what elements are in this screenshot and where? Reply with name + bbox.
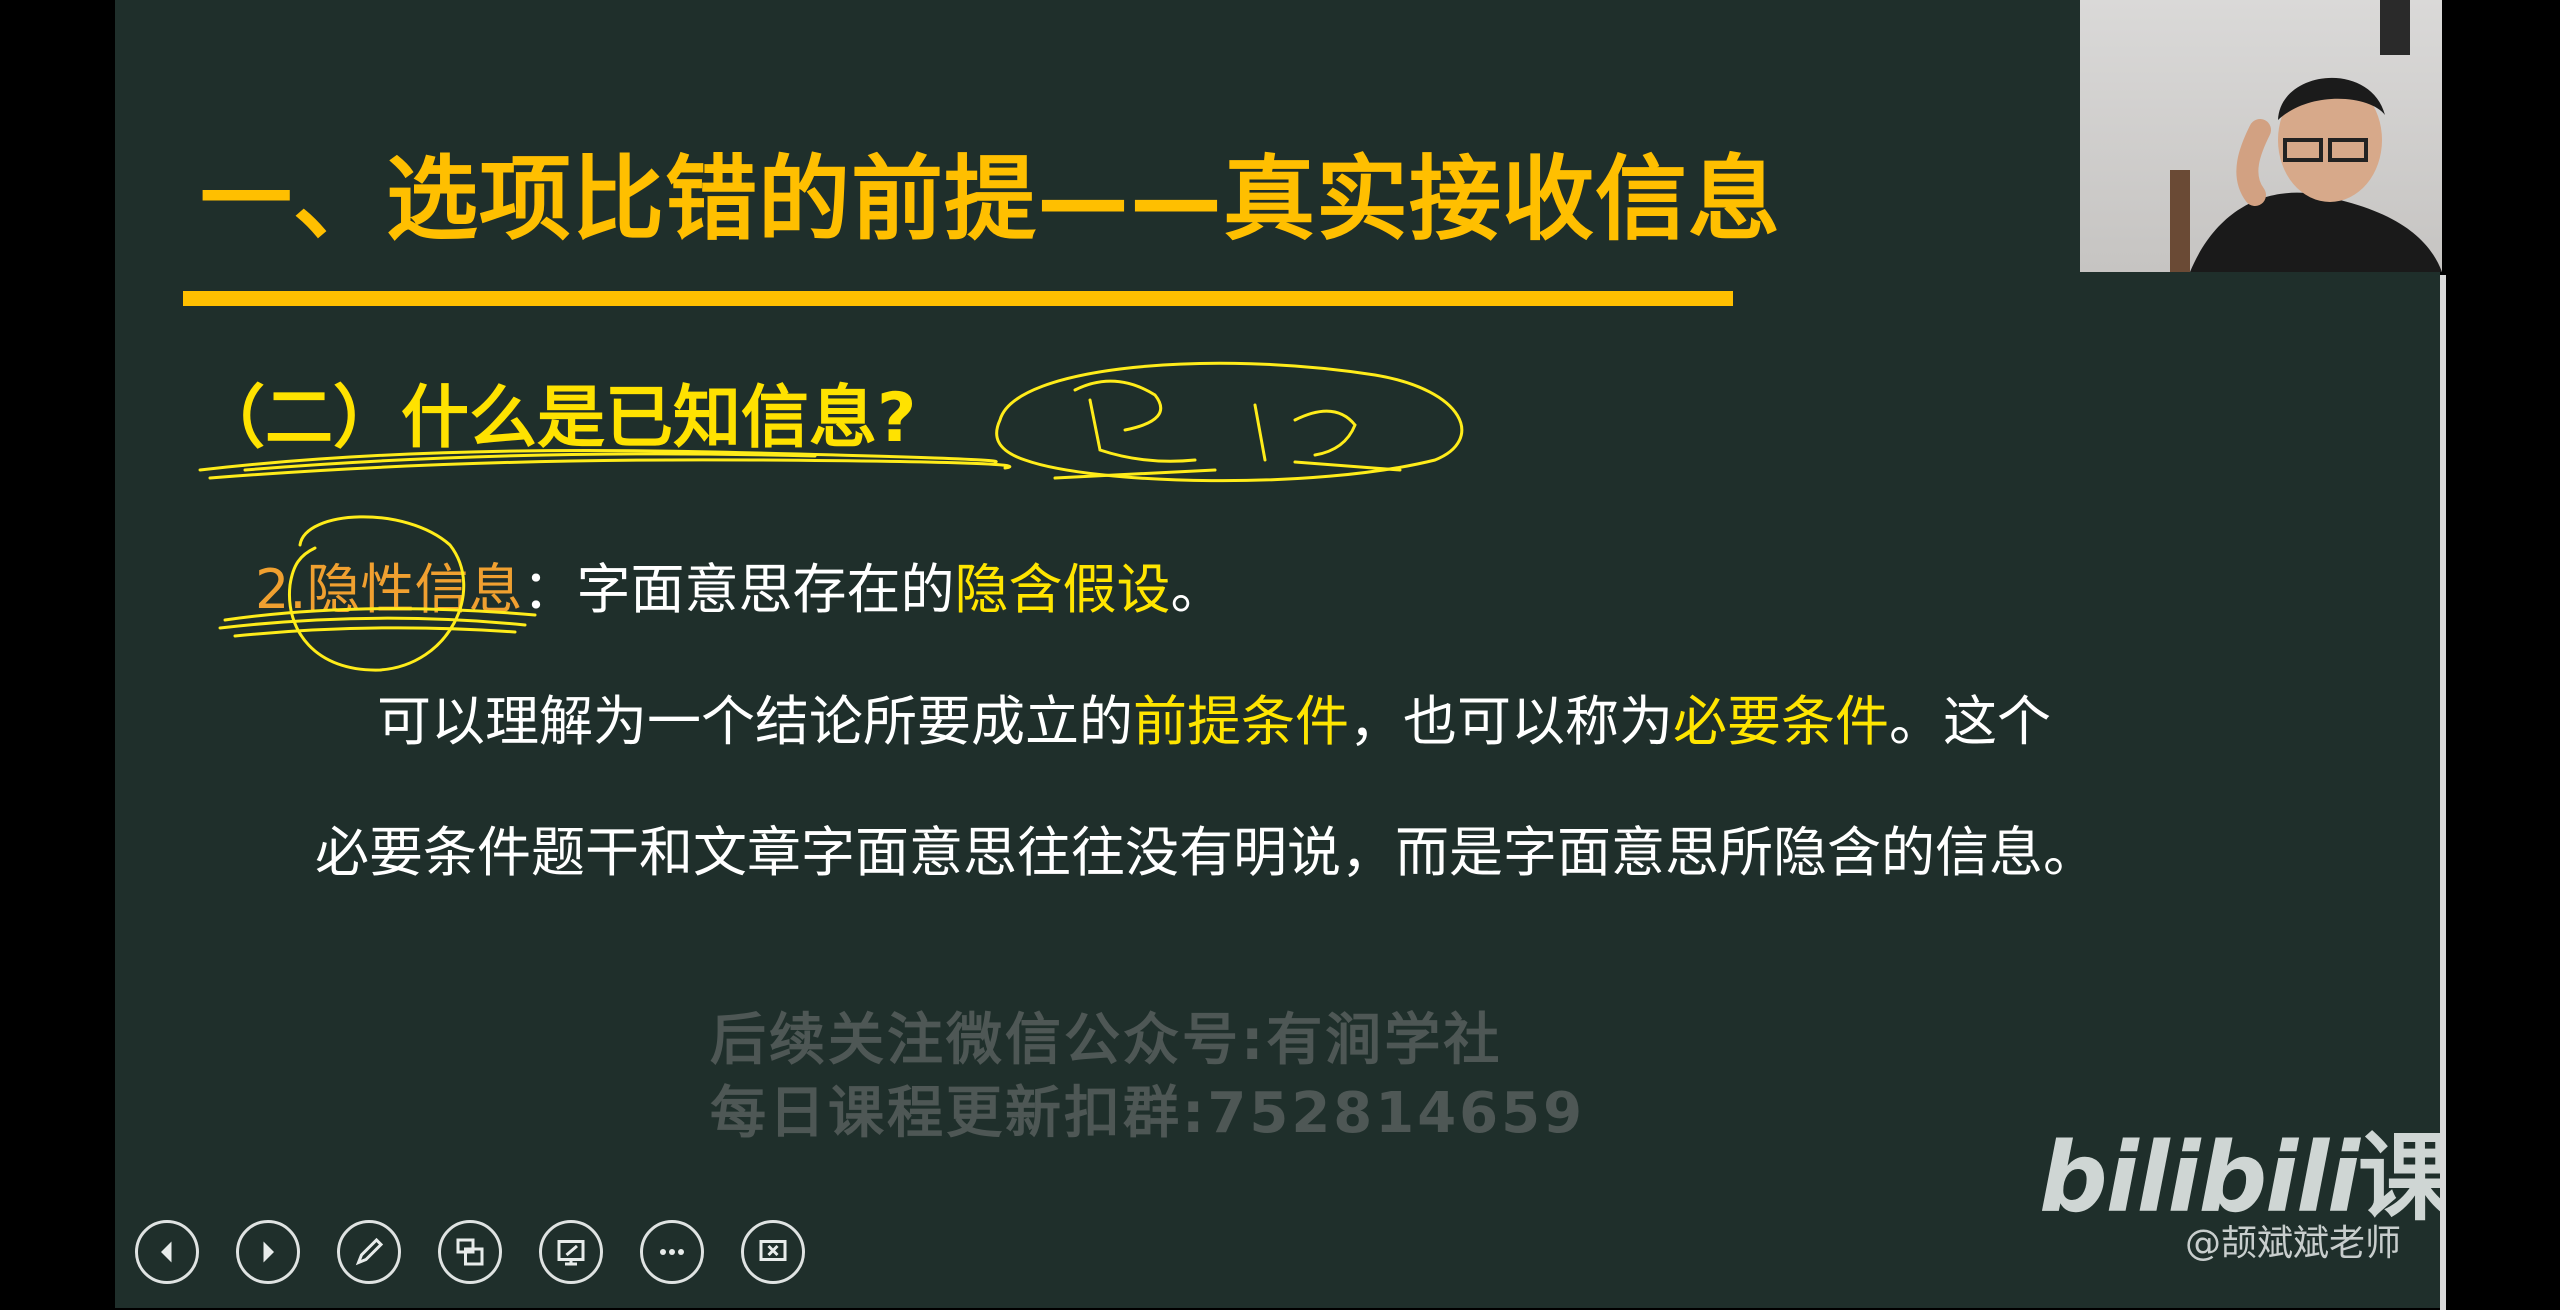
slide: 一、选项比错的前提——真实接收信息 （二）什么是已知信息? 2.隐性信息：字面意…: [115, 0, 2440, 1308]
explanation-text-b: ，也可以称为: [1349, 690, 1673, 753]
watermark-line-2: 每日课程更新扣群:752814659: [710, 1081, 1586, 1146]
uploader-name: @颉斌斌老师: [2185, 1223, 2402, 1264]
explanation-line-1: 可以理解为一个结论所要成立的前提条件，也可以称为必要条件。这个: [377, 677, 2051, 756]
bilibili-logo-suffix: 课堂: [2357, 1122, 2440, 1234]
definition-end: 。: [1170, 558, 1225, 621]
explanation-line-2: 必要条件题干和文章字面意思往往没有明说，而是字面意思所隐含的信息。: [315, 821, 2097, 884]
definition-text: 字面意思存在的: [576, 558, 955, 621]
item-colon: ：: [522, 558, 577, 621]
presenter-figure: [2170, 0, 2442, 272]
explanation-text-c: 。这个: [1889, 690, 2051, 753]
pen-icon[interactable]: [337, 1220, 401, 1284]
item-term: 隐性信息: [306, 558, 523, 621]
more-icon[interactable]: [640, 1220, 704, 1284]
slide-subtitle: （二）什么是已知信息?: [197, 379, 917, 458]
slides-icon[interactable]: [438, 1220, 502, 1284]
bilibili-logo-text: bilibili: [2039, 1122, 2360, 1234]
window-edge: [2440, 275, 2446, 1310]
prev-icon[interactable]: [135, 1220, 199, 1284]
watermark-line-1: 后续关注微信公众号:有涧学社: [710, 1008, 1503, 1073]
exit-icon[interactable]: [741, 1220, 805, 1284]
item-number: 2.: [255, 558, 307, 621]
explanation-text-a: 可以理解为一个结论所要成立的: [377, 690, 1133, 753]
highlight-necessary: 必要条件: [1673, 690, 1889, 753]
title-underline: [183, 291, 1733, 306]
highlight-premise: 前提条件: [1133, 690, 1349, 753]
slide-title: 一、选项比错的前提——真实接收信息: [200, 146, 1782, 253]
screen-icon[interactable]: [539, 1220, 603, 1284]
definition-highlight: 隐含假设: [954, 558, 1171, 621]
webcam-overlay: [2080, 0, 2442, 272]
presentation-toolbar: [135, 1220, 805, 1284]
bilibili-logo: bilibili课堂: [2039, 1100, 2440, 1239]
next-icon[interactable]: [236, 1220, 300, 1284]
definition-line: 2.隐性信息：字面意思存在的隐含假设。: [255, 545, 1225, 624]
